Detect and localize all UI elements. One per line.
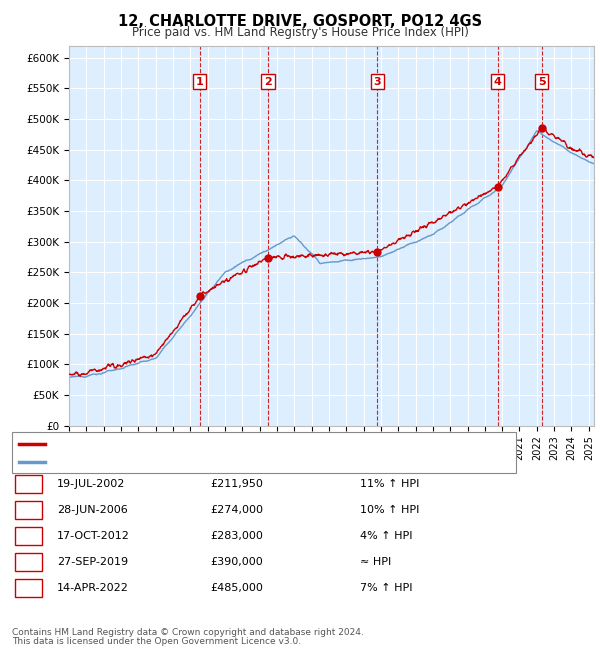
Text: 1: 1 [196, 77, 203, 86]
Text: 17-OCT-2012: 17-OCT-2012 [57, 530, 130, 541]
Text: Price paid vs. HM Land Registry's House Price Index (HPI): Price paid vs. HM Land Registry's House … [131, 26, 469, 39]
Text: £274,000: £274,000 [210, 504, 263, 515]
Text: 4: 4 [494, 77, 502, 86]
Text: This data is licensed under the Open Government Licence v3.0.: This data is licensed under the Open Gov… [12, 637, 301, 646]
Text: 12, CHARLOTTE DRIVE, GOSPORT, PO12 4GS (detached house): 12, CHARLOTTE DRIVE, GOSPORT, PO12 4GS (… [50, 439, 377, 448]
Text: 4% ↑ HPI: 4% ↑ HPI [360, 530, 413, 541]
Text: 12, CHARLOTTE DRIVE, GOSPORT, PO12 4GS: 12, CHARLOTTE DRIVE, GOSPORT, PO12 4GS [118, 14, 482, 29]
Text: 5: 5 [25, 582, 32, 593]
Text: £390,000: £390,000 [210, 556, 263, 567]
Text: 3: 3 [373, 77, 381, 86]
Text: 3: 3 [25, 530, 32, 541]
Text: Contains HM Land Registry data © Crown copyright and database right 2024.: Contains HM Land Registry data © Crown c… [12, 628, 364, 637]
Text: 14-APR-2022: 14-APR-2022 [57, 582, 129, 593]
Text: £211,950: £211,950 [210, 478, 263, 489]
Text: 7% ↑ HPI: 7% ↑ HPI [360, 582, 413, 593]
Text: ≈ HPI: ≈ HPI [360, 556, 391, 567]
Text: £283,000: £283,000 [210, 530, 263, 541]
Text: 10% ↑ HPI: 10% ↑ HPI [360, 504, 419, 515]
Text: £485,000: £485,000 [210, 582, 263, 593]
Text: 28-JUN-2006: 28-JUN-2006 [57, 504, 128, 515]
Text: 27-SEP-2019: 27-SEP-2019 [57, 556, 128, 567]
Text: 19-JUL-2002: 19-JUL-2002 [57, 478, 125, 489]
Text: 5: 5 [538, 77, 545, 86]
Text: 11% ↑ HPI: 11% ↑ HPI [360, 478, 419, 489]
Text: 2: 2 [25, 504, 32, 515]
Text: 1: 1 [25, 478, 32, 489]
Text: HPI: Average price, detached house, Gosport: HPI: Average price, detached house, Gosp… [50, 457, 284, 467]
Text: 4: 4 [25, 556, 32, 567]
Text: 2: 2 [264, 77, 272, 86]
